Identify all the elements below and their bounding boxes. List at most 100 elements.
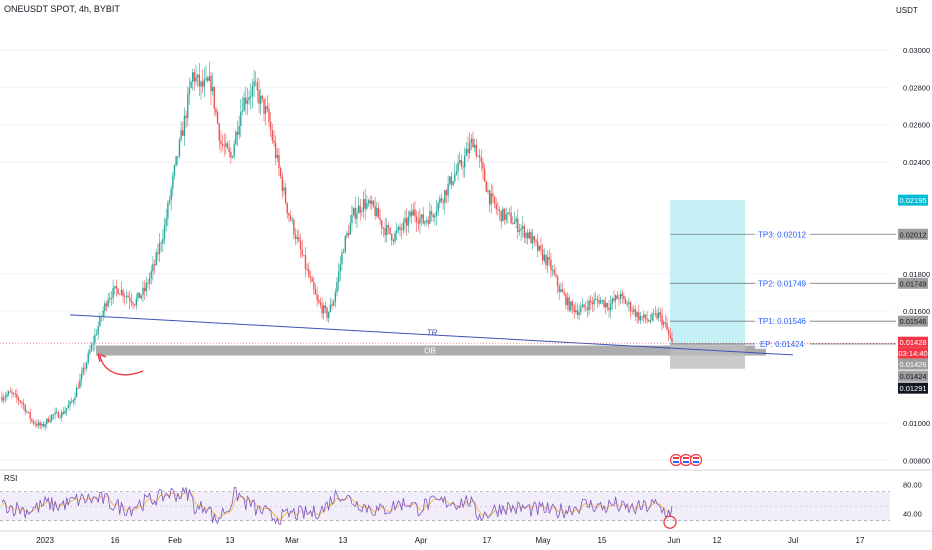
- candle: [502, 206, 504, 222]
- event-icons[interactable]: [669, 453, 703, 467]
- candle: [162, 228, 164, 252]
- candle: [148, 272, 151, 291]
- candle-body: [59, 417, 61, 419]
- candle: [243, 91, 245, 112]
- candle: [193, 68, 196, 91]
- candle-body: [183, 115, 186, 136]
- candle-body: [6, 394, 8, 397]
- candle: [153, 259, 156, 275]
- candle-body: [515, 218, 517, 222]
- time-tick-label: Apr: [415, 536, 428, 545]
- candle-body: [573, 305, 575, 312]
- candle: [351, 205, 353, 232]
- candle-body: [449, 176, 451, 184]
- candle-body: [576, 310, 579, 315]
- candle-body: [362, 199, 365, 211]
- candle-body: [158, 242, 161, 255]
- candle: [661, 307, 663, 331]
- candle-body: [314, 289, 317, 295]
- candle: [376, 201, 378, 218]
- candle: [424, 220, 426, 227]
- candle-body: [596, 298, 599, 301]
- candle-body: [372, 200, 375, 207]
- candle-body: [190, 81, 192, 88]
- candle-body: [498, 210, 501, 211]
- candle-body: [286, 202, 288, 214]
- candle-body: [435, 211, 438, 216]
- candle-body: [235, 131, 237, 145]
- candle: [377, 202, 380, 219]
- candle-body: [414, 209, 416, 217]
- candle-body: [417, 221, 419, 224]
- candle-body: [531, 236, 534, 244]
- candle: [289, 210, 292, 222]
- candle: [498, 206, 501, 221]
- candle: [505, 207, 507, 225]
- candle-body: [14, 393, 16, 395]
- candle-body: [201, 81, 204, 87]
- candle: [621, 289, 623, 305]
- candle: [299, 233, 302, 259]
- candle-body: [145, 282, 147, 292]
- time-axis[interactable]: 2023 16 Feb 13 Mar 13 Apr 17 May 15 Jun 12 Jul 17: [0, 530, 932, 545]
- candle-body: [220, 140, 222, 144]
- target-zone: [670, 200, 745, 344]
- candle-body: [213, 86, 215, 109]
- candle: [308, 262, 310, 279]
- candle: [7, 390, 10, 397]
- rsi-pane[interactable]: RSI 80.00 40.00: [0, 469, 932, 529]
- candle-body: [523, 226, 526, 238]
- candle: [598, 293, 600, 307]
- candle: [603, 299, 605, 309]
- candle: [649, 313, 652, 324]
- ob-mid-tag-bg: [898, 370, 928, 382]
- candle: [152, 256, 154, 281]
- candle: [339, 256, 342, 281]
- candle: [168, 195, 171, 206]
- candle-body: [508, 212, 511, 214]
- rsi-tick-label: 80.00: [903, 481, 922, 490]
- candle: [556, 274, 559, 294]
- candle-body: [31, 419, 33, 422]
- candle-body: [619, 293, 622, 300]
- level-lines: TP3: 0.02012 TP2: 0.01749 TP1: 0.01546 EP: …: [670, 229, 896, 349]
- candle: [442, 198, 444, 210]
- candle-body: [178, 139, 181, 157]
- time-tick-label: Jun: [668, 536, 681, 545]
- candle-body: [643, 314, 645, 318]
- candle-body: [216, 112, 219, 124]
- candle-body: [505, 214, 507, 220]
- candle-body: [611, 298, 613, 304]
- price-axis[interactable]: 0.03000 0.02800 0.02600 0.02400 0.01800 0.016…: [903, 46, 930, 465]
- candle: [639, 311, 642, 325]
- time-tick-label: 12: [713, 536, 722, 545]
- candle-body: [306, 268, 308, 270]
- candle: [384, 218, 386, 243]
- candle-body: [639, 316, 642, 321]
- candle: [316, 286, 318, 307]
- candle: [256, 77, 259, 103]
- candle-body: [666, 322, 668, 330]
- candle-body: [17, 397, 20, 401]
- candle: [487, 182, 489, 195]
- candle: [183, 107, 186, 146]
- order-block-zone: [96, 345, 766, 356]
- candle-body: [442, 201, 444, 203]
- candle: [11, 388, 13, 399]
- candle-body: [163, 225, 166, 239]
- candle-body: [115, 286, 118, 289]
- stop-tag-bg: [898, 382, 928, 394]
- candle: [192, 68, 194, 91]
- candle: [24, 403, 26, 415]
- trendline: [69, 314, 794, 356]
- candle-body: [185, 115, 187, 119]
- candle: [119, 293, 121, 295]
- candle: [535, 238, 537, 247]
- candle: [347, 224, 350, 239]
- candle: [389, 227, 391, 236]
- candle: [188, 77, 191, 105]
- candle: [462, 161, 464, 178]
- candle-body: [175, 156, 177, 166]
- candle-body: [110, 297, 113, 299]
